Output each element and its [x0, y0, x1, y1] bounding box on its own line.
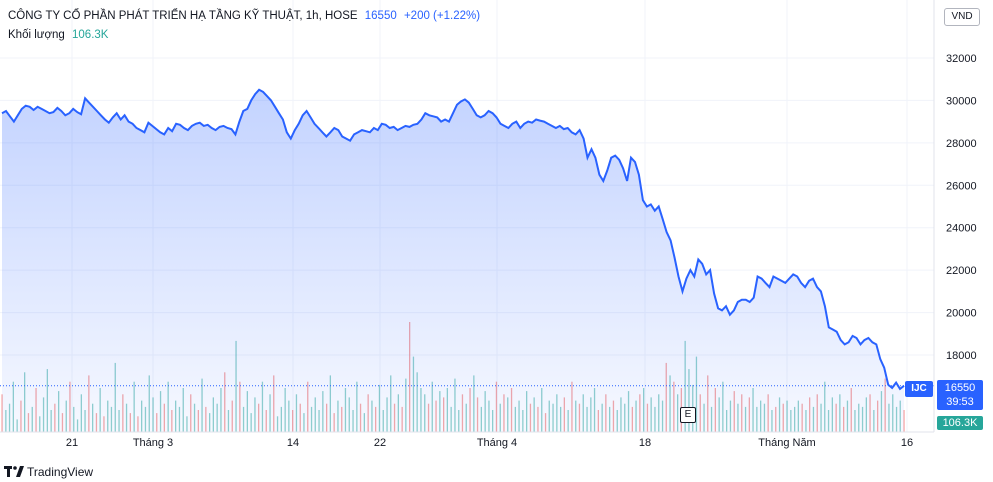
x-tick-label: Tháng 4 — [477, 437, 517, 449]
chart-legend: CÔNG TY CỔ PHẦN PHÁT TRIỂN HẠ TẦNG KỸ TH… — [8, 9, 480, 42]
volume-bar — [903, 410, 905, 432]
tradingview-logo-icon — [4, 466, 24, 477]
x-tick-label: 18 — [639, 437, 651, 449]
volume-label[interactable]: Khối lượng — [8, 29, 65, 41]
price-area — [2, 89, 904, 433]
ticker-label: IJC — [905, 381, 933, 397]
legend-price: 16550 — [364, 10, 397, 22]
tradingview-logo[interactable]: TradingView — [4, 465, 93, 479]
y-tick-label: 20000 — [946, 308, 977, 320]
legend-change: +200 (+1.22%) — [403, 10, 481, 22]
price-scale[interactable]: 18000 20000 22000 24000 26000 28000 30000 32000 — [946, 53, 977, 362]
last-price-value: 16550 — [944, 382, 976, 394]
bar-countdown: 39:53 — [946, 396, 974, 408]
tradingview-logo-text: TradingView — [27, 465, 94, 479]
last-price-badge: 16550 39:53 — [937, 380, 983, 410]
x-tick-label: 22 — [374, 437, 386, 449]
y-tick-label: 32000 — [946, 53, 977, 65]
y-tick-label: 22000 — [946, 265, 977, 277]
x-tick-label: Tháng 3 — [133, 437, 173, 449]
y-tick-label: 24000 — [946, 223, 977, 235]
legend-main-row: CÔNG TY CỔ PHẦN PHÁT TRIỂN HẠ TẦNG KỸ TH… — [8, 9, 480, 23]
y-tick-label: 28000 — [946, 138, 977, 150]
legend-volume-row: Khối lượng 106.3K — [8, 28, 480, 42]
y-tick-label: 18000 — [946, 350, 977, 362]
volume-value: 106.3K — [72, 29, 109, 41]
x-tick-label: 14 — [287, 437, 299, 449]
x-tick-label: 16 — [901, 437, 913, 449]
y-tick-label: 26000 — [946, 180, 977, 192]
last-volume-badge: 106.3K — [937, 416, 983, 430]
y-tick-label: 30000 — [946, 95, 977, 107]
symbol-description[interactable]: CÔNG TY CỔ PHẦN PHÁT TRIỂN HẠ TẦNG KỸ TH… — [8, 10, 358, 22]
earnings-event-marker[interactable]: E — [680, 407, 696, 423]
x-tick-label: Tháng Năm — [758, 437, 815, 449]
time-scale[interactable]: 21 Tháng 3 14 22 Tháng 4 18 Tháng Năm 16 — [66, 437, 913, 449]
x-tick-label: 21 — [66, 437, 78, 449]
currency-badge[interactable]: VND — [944, 8, 980, 26]
price-line — [1, 88, 905, 391]
